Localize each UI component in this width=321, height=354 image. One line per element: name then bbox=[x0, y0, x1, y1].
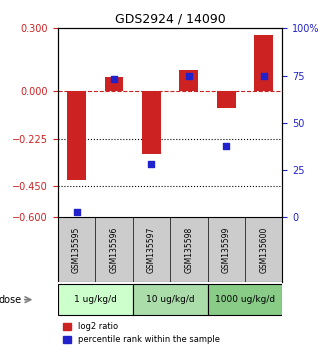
Point bbox=[149, 161, 154, 167]
Bar bbox=[179, 70, 198, 91]
Point bbox=[186, 73, 191, 78]
Text: GSM135597: GSM135597 bbox=[147, 227, 156, 273]
Text: 1000 ug/kg/d: 1000 ug/kg/d bbox=[215, 295, 275, 304]
Bar bbox=[142, 91, 161, 154]
Text: 10 ug/kg/d: 10 ug/kg/d bbox=[146, 295, 195, 304]
Title: GDS2924 / 14090: GDS2924 / 14090 bbox=[115, 13, 226, 26]
Bar bbox=[217, 91, 236, 108]
FancyBboxPatch shape bbox=[208, 284, 282, 315]
FancyBboxPatch shape bbox=[58, 284, 133, 315]
Bar bbox=[67, 91, 86, 179]
Text: GSM135599: GSM135599 bbox=[222, 227, 231, 273]
Text: GSM135596: GSM135596 bbox=[109, 227, 118, 273]
Bar bbox=[254, 35, 273, 91]
Text: GSM135600: GSM135600 bbox=[259, 227, 268, 273]
Point bbox=[224, 143, 229, 148]
Text: GSM135595: GSM135595 bbox=[72, 227, 81, 273]
Point bbox=[74, 209, 79, 215]
Point bbox=[111, 76, 117, 82]
Legend: log2 ratio, percentile rank within the sample: log2 ratio, percentile rank within the s… bbox=[59, 319, 223, 348]
Text: GSM135598: GSM135598 bbox=[184, 227, 193, 273]
Text: 1 ug/kg/d: 1 ug/kg/d bbox=[74, 295, 117, 304]
FancyBboxPatch shape bbox=[133, 284, 208, 315]
Bar bbox=[105, 76, 123, 91]
Text: dose: dose bbox=[0, 295, 22, 305]
Point bbox=[261, 73, 266, 78]
